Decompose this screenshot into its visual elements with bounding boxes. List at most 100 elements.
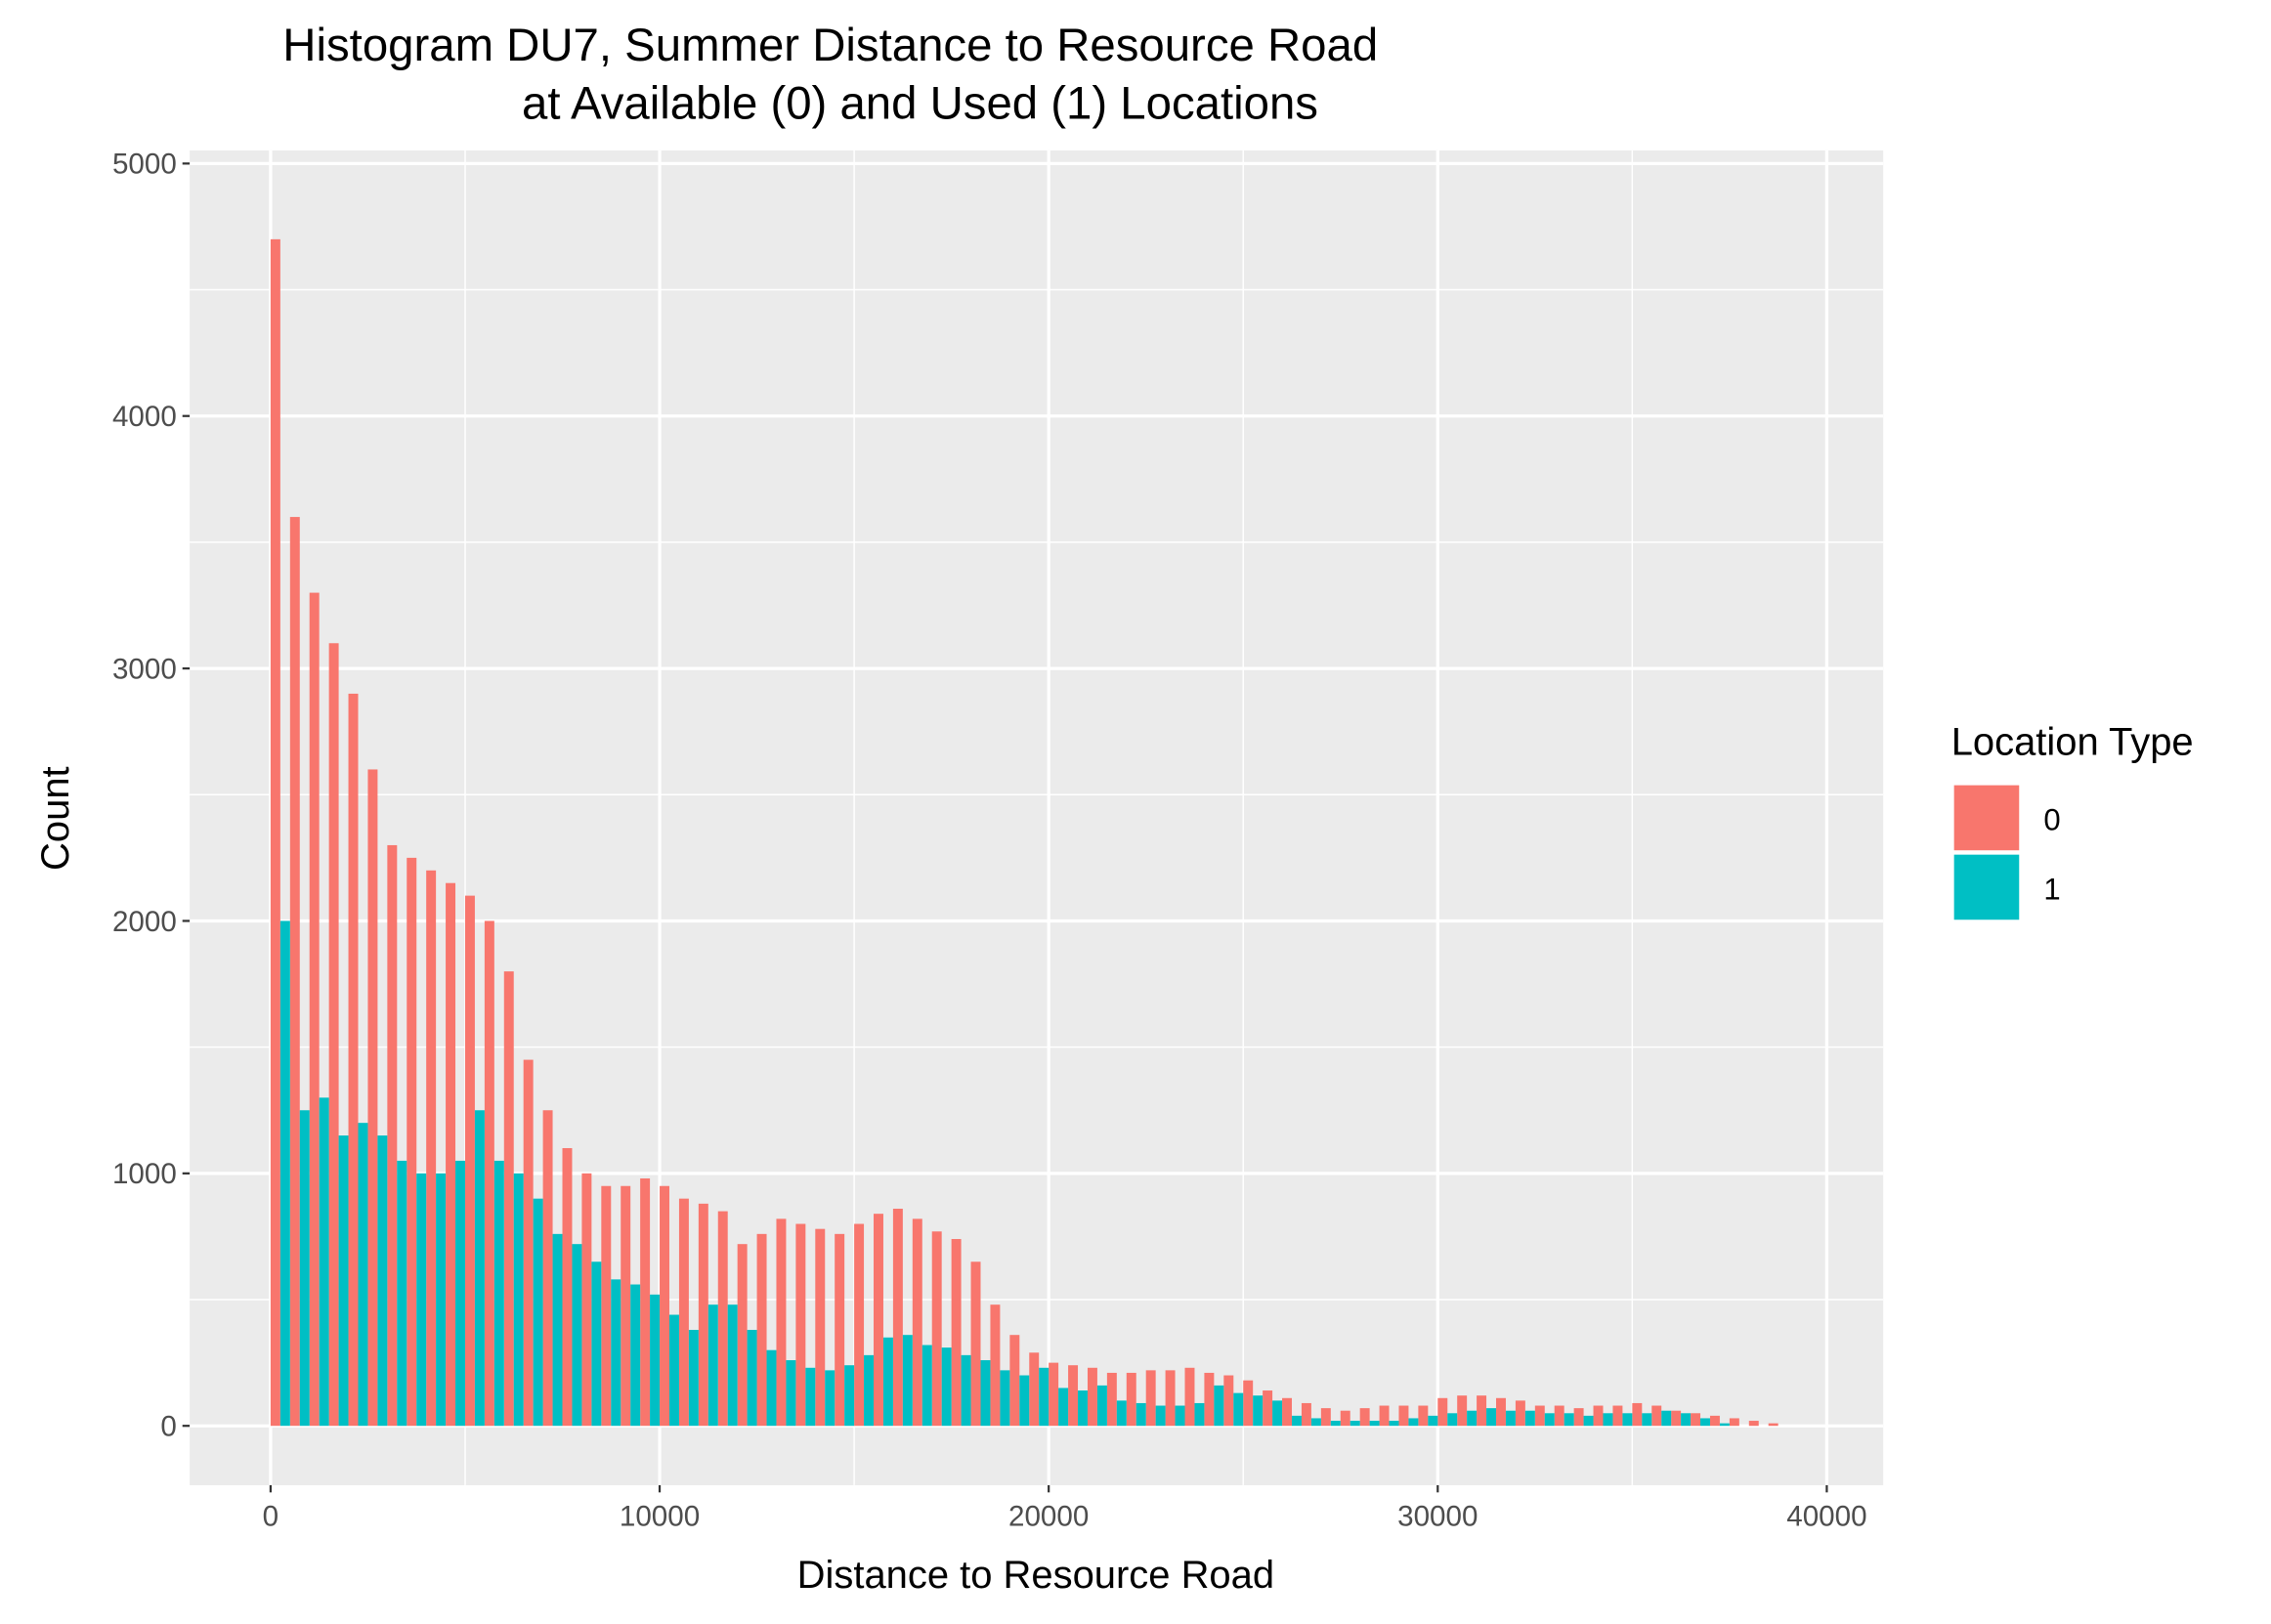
bar (1320, 1408, 1331, 1427)
bar (1116, 1400, 1127, 1427)
bar (299, 1110, 310, 1427)
bar (493, 1160, 504, 1427)
chart-title: Histogram DU7, Summer Distance to Resour… (282, 20, 1378, 71)
x-tick-label: 30000 (1397, 1500, 1478, 1532)
bar (727, 1304, 738, 1427)
bar (1437, 1397, 1448, 1427)
bar (348, 693, 359, 1427)
bar (892, 1209, 903, 1427)
bar (882, 1337, 893, 1427)
bar (552, 1233, 563, 1427)
bar (1661, 1410, 1672, 1427)
bar (1554, 1405, 1564, 1427)
bar (397, 1160, 407, 1427)
bar (1204, 1372, 1215, 1427)
bar (1524, 1410, 1535, 1427)
bar (1632, 1402, 1643, 1427)
bar (1068, 1365, 1079, 1427)
bar (1000, 1370, 1010, 1427)
bar (1418, 1405, 1429, 1427)
bar (650, 1294, 661, 1427)
bar (1583, 1415, 1594, 1427)
bar (1214, 1385, 1224, 1427)
bar (1291, 1415, 1302, 1427)
bar (1253, 1395, 1264, 1427)
bar (1330, 1421, 1341, 1427)
bar (309, 592, 320, 1427)
legend-swatch (1953, 854, 2020, 920)
bar (1194, 1402, 1205, 1427)
bar (1505, 1410, 1516, 1427)
x-tick-label: 10000 (620, 1500, 700, 1532)
bar (844, 1365, 855, 1427)
bar (513, 1173, 524, 1427)
bar (1428, 1415, 1438, 1427)
bar (1136, 1402, 1146, 1427)
bar (1603, 1413, 1613, 1427)
y-axis-label: Count (34, 766, 77, 871)
bar (737, 1244, 748, 1427)
bar (1389, 1421, 1399, 1427)
bar (611, 1279, 621, 1427)
bar (1544, 1413, 1555, 1427)
bar (640, 1178, 651, 1427)
legend-title: Location Type (1951, 721, 2194, 764)
bar (1087, 1367, 1097, 1427)
bar (1029, 1352, 1040, 1427)
bar (581, 1173, 592, 1427)
bar (1515, 1400, 1525, 1427)
bar (1709, 1415, 1720, 1427)
bar (1573, 1408, 1584, 1427)
bar (776, 1218, 787, 1427)
bar (630, 1284, 641, 1427)
bar (970, 1261, 981, 1427)
bar (825, 1370, 836, 1427)
bar (805, 1367, 816, 1427)
bar (1457, 1395, 1468, 1427)
y-tick-label: 2000 (112, 906, 177, 938)
bar (1350, 1421, 1360, 1427)
bar (426, 870, 437, 1427)
bar (1398, 1405, 1409, 1427)
bar (484, 920, 494, 1427)
bar (756, 1233, 767, 1427)
bar (815, 1228, 826, 1427)
bar (835, 1233, 845, 1427)
bar (601, 1185, 612, 1427)
bar (1009, 1335, 1020, 1427)
y-tick-label: 3000 (112, 653, 177, 685)
bar (542, 1110, 553, 1427)
bar (455, 1160, 465, 1427)
bar (1233, 1392, 1244, 1427)
bar (1282, 1397, 1292, 1427)
bar (678, 1198, 689, 1427)
bar (874, 1214, 883, 1427)
bar (358, 1123, 368, 1427)
x-tick-label: 20000 (1008, 1500, 1089, 1532)
bar (1622, 1413, 1633, 1427)
bar (1612, 1405, 1623, 1427)
bar (1019, 1375, 1030, 1427)
bar (338, 1135, 349, 1427)
bar (474, 1110, 485, 1427)
bar (854, 1223, 865, 1427)
bar (621, 1185, 631, 1427)
bar (1096, 1385, 1107, 1427)
bar (1447, 1413, 1458, 1427)
bar (990, 1304, 1001, 1427)
bar (367, 769, 378, 1427)
y-tick-label: 0 (160, 1411, 176, 1443)
bar (1700, 1418, 1710, 1427)
bar (698, 1203, 708, 1427)
bar (1145, 1370, 1156, 1427)
bar (707, 1304, 718, 1427)
bar (407, 857, 417, 1427)
bar (1263, 1390, 1273, 1427)
bar (1534, 1405, 1545, 1427)
bar (902, 1335, 913, 1427)
bar (1369, 1421, 1380, 1427)
legend-swatch (1953, 785, 2020, 851)
bar (1078, 1390, 1088, 1427)
bar (503, 971, 514, 1427)
